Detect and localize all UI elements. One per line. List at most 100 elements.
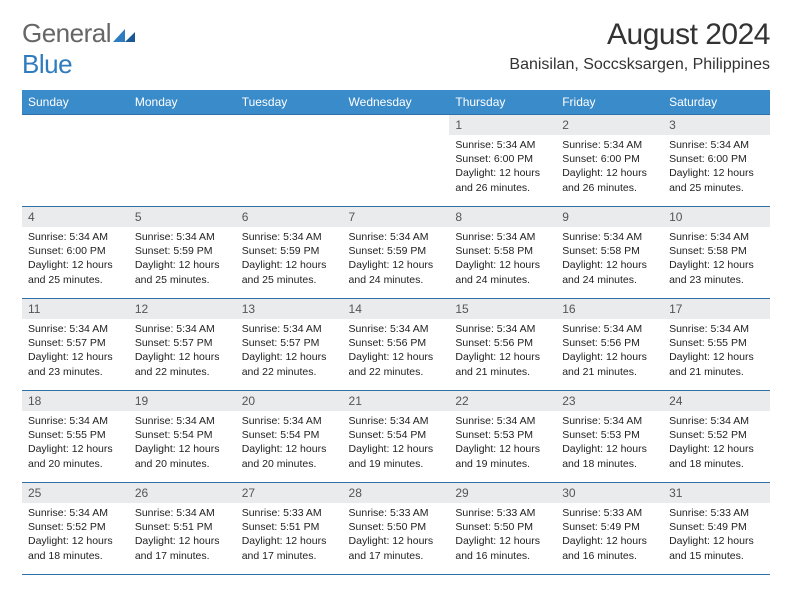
day-content: Sunrise: 5:34 AMSunset: 5:58 PMDaylight:…	[449, 227, 556, 291]
day-number: 29	[449, 483, 556, 503]
calendar-day-cell: 10Sunrise: 5:34 AMSunset: 5:58 PMDayligh…	[663, 207, 770, 299]
day-content: Sunrise: 5:33 AMSunset: 5:51 PMDaylight:…	[236, 503, 343, 567]
day-header: Saturday	[663, 90, 770, 115]
calendar-day-cell: 4Sunrise: 5:34 AMSunset: 6:00 PMDaylight…	[22, 207, 129, 299]
day-header: Monday	[129, 90, 236, 115]
calendar-day-cell: 7Sunrise: 5:34 AMSunset: 5:59 PMDaylight…	[343, 207, 450, 299]
day-content: Sunrise: 5:34 AMSunset: 5:55 PMDaylight:…	[22, 411, 129, 475]
calendar-day-cell: 29Sunrise: 5:33 AMSunset: 5:50 PMDayligh…	[449, 483, 556, 575]
day-number: 19	[129, 391, 236, 411]
calendar-day-cell: 6Sunrise: 5:34 AMSunset: 5:59 PMDaylight…	[236, 207, 343, 299]
calendar-week-row: 4Sunrise: 5:34 AMSunset: 6:00 PMDaylight…	[22, 207, 770, 299]
day-number: 27	[236, 483, 343, 503]
logo-text-general: General	[22, 18, 111, 48]
calendar-day-cell: 23Sunrise: 5:34 AMSunset: 5:53 PMDayligh…	[556, 391, 663, 483]
calendar-week-row: 18Sunrise: 5:34 AMSunset: 5:55 PMDayligh…	[22, 391, 770, 483]
page-title: August 2024	[509, 18, 770, 52]
day-number: 7	[343, 207, 450, 227]
day-content: Sunrise: 5:34 AMSunset: 5:58 PMDaylight:…	[663, 227, 770, 291]
calendar-week-row: 25Sunrise: 5:34 AMSunset: 5:52 PMDayligh…	[22, 483, 770, 575]
day-number: 16	[556, 299, 663, 319]
day-content: Sunrise: 5:34 AMSunset: 6:00 PMDaylight:…	[663, 135, 770, 199]
day-content: Sunrise: 5:34 AMSunset: 5:53 PMDaylight:…	[556, 411, 663, 475]
day-number: 13	[236, 299, 343, 319]
day-content: Sunrise: 5:34 AMSunset: 6:00 PMDaylight:…	[22, 227, 129, 291]
day-number: 2	[556, 115, 663, 135]
calendar-day-cell: 20Sunrise: 5:34 AMSunset: 5:54 PMDayligh…	[236, 391, 343, 483]
day-content: Sunrise: 5:33 AMSunset: 5:50 PMDaylight:…	[449, 503, 556, 567]
calendar-day-cell: 9Sunrise: 5:34 AMSunset: 5:58 PMDaylight…	[556, 207, 663, 299]
day-content: Sunrise: 5:34 AMSunset: 5:59 PMDaylight:…	[343, 227, 450, 291]
calendar-day-cell	[236, 115, 343, 207]
day-content: Sunrise: 5:33 AMSunset: 5:50 PMDaylight:…	[343, 503, 450, 567]
day-header: Wednesday	[343, 90, 450, 115]
header: General Blue August 2024 Banisilan, Socc…	[22, 18, 770, 80]
calendar-week-row: 11Sunrise: 5:34 AMSunset: 5:57 PMDayligh…	[22, 299, 770, 391]
day-number: 14	[343, 299, 450, 319]
calendar-table: SundayMondayTuesdayWednesdayThursdayFrid…	[22, 90, 770, 575]
day-content: Sunrise: 5:33 AMSunset: 5:49 PMDaylight:…	[663, 503, 770, 567]
day-content: Sunrise: 5:34 AMSunset: 5:53 PMDaylight:…	[449, 411, 556, 475]
day-content: Sunrise: 5:34 AMSunset: 5:57 PMDaylight:…	[129, 319, 236, 383]
day-content: Sunrise: 5:34 AMSunset: 5:58 PMDaylight:…	[556, 227, 663, 291]
day-number: 18	[22, 391, 129, 411]
day-number: 12	[129, 299, 236, 319]
day-content: Sunrise: 5:34 AMSunset: 5:59 PMDaylight:…	[129, 227, 236, 291]
day-content: Sunrise: 5:34 AMSunset: 5:57 PMDaylight:…	[22, 319, 129, 383]
day-number: 17	[663, 299, 770, 319]
calendar-day-cell: 3Sunrise: 5:34 AMSunset: 6:00 PMDaylight…	[663, 115, 770, 207]
calendar-day-cell: 31Sunrise: 5:33 AMSunset: 5:49 PMDayligh…	[663, 483, 770, 575]
calendar-day-cell: 15Sunrise: 5:34 AMSunset: 5:56 PMDayligh…	[449, 299, 556, 391]
day-content: Sunrise: 5:34 AMSunset: 5:52 PMDaylight:…	[22, 503, 129, 567]
calendar-day-cell: 16Sunrise: 5:34 AMSunset: 5:56 PMDayligh…	[556, 299, 663, 391]
day-content: Sunrise: 5:33 AMSunset: 5:49 PMDaylight:…	[556, 503, 663, 567]
day-header: Tuesday	[236, 90, 343, 115]
day-content: Sunrise: 5:34 AMSunset: 6:00 PMDaylight:…	[449, 135, 556, 199]
calendar-day-cell: 18Sunrise: 5:34 AMSunset: 5:55 PMDayligh…	[22, 391, 129, 483]
calendar-day-cell: 28Sunrise: 5:33 AMSunset: 5:50 PMDayligh…	[343, 483, 450, 575]
calendar-day-cell: 13Sunrise: 5:34 AMSunset: 5:57 PMDayligh…	[236, 299, 343, 391]
day-number: 21	[343, 391, 450, 411]
calendar-day-cell: 14Sunrise: 5:34 AMSunset: 5:56 PMDayligh…	[343, 299, 450, 391]
calendar-day-cell: 24Sunrise: 5:34 AMSunset: 5:52 PMDayligh…	[663, 391, 770, 483]
logo-text-blue: Blue	[22, 49, 72, 79]
day-header-row: SundayMondayTuesdayWednesdayThursdayFrid…	[22, 90, 770, 115]
day-content: Sunrise: 5:34 AMSunset: 5:56 PMDaylight:…	[343, 319, 450, 383]
location-subtitle: Banisilan, Soccsksargen, Philippines	[509, 56, 770, 74]
day-number: 22	[449, 391, 556, 411]
calendar-day-cell	[22, 115, 129, 207]
day-number: 1	[449, 115, 556, 135]
calendar-day-cell	[129, 115, 236, 207]
calendar-day-cell	[343, 115, 450, 207]
calendar-day-cell: 22Sunrise: 5:34 AMSunset: 5:53 PMDayligh…	[449, 391, 556, 483]
calendar-day-cell: 17Sunrise: 5:34 AMSunset: 5:55 PMDayligh…	[663, 299, 770, 391]
day-number: 3	[663, 115, 770, 135]
day-header: Sunday	[22, 90, 129, 115]
calendar-body: 1Sunrise: 5:34 AMSunset: 6:00 PMDaylight…	[22, 115, 770, 575]
calendar-day-cell: 30Sunrise: 5:33 AMSunset: 5:49 PMDayligh…	[556, 483, 663, 575]
day-content: Sunrise: 5:34 AMSunset: 5:54 PMDaylight:…	[129, 411, 236, 475]
day-content: Sunrise: 5:34 AMSunset: 5:56 PMDaylight:…	[449, 319, 556, 383]
day-number: 15	[449, 299, 556, 319]
day-number: 31	[663, 483, 770, 503]
day-header: Friday	[556, 90, 663, 115]
calendar-day-cell: 21Sunrise: 5:34 AMSunset: 5:54 PMDayligh…	[343, 391, 450, 483]
day-number: 24	[663, 391, 770, 411]
day-content: Sunrise: 5:34 AMSunset: 5:56 PMDaylight:…	[556, 319, 663, 383]
day-content: Sunrise: 5:34 AMSunset: 5:54 PMDaylight:…	[343, 411, 450, 475]
calendar-day-cell: 12Sunrise: 5:34 AMSunset: 5:57 PMDayligh…	[129, 299, 236, 391]
calendar-day-cell: 1Sunrise: 5:34 AMSunset: 6:00 PMDaylight…	[449, 115, 556, 207]
title-block: August 2024 Banisilan, Soccsksargen, Phi…	[509, 18, 770, 74]
day-number: 20	[236, 391, 343, 411]
day-header: Thursday	[449, 90, 556, 115]
day-number: 26	[129, 483, 236, 503]
calendar-week-row: 1Sunrise: 5:34 AMSunset: 6:00 PMDaylight…	[22, 115, 770, 207]
day-number: 23	[556, 391, 663, 411]
calendar-day-cell: 5Sunrise: 5:34 AMSunset: 5:59 PMDaylight…	[129, 207, 236, 299]
day-content: Sunrise: 5:34 AMSunset: 5:57 PMDaylight:…	[236, 319, 343, 383]
day-number: 5	[129, 207, 236, 227]
day-number: 6	[236, 207, 343, 227]
day-number: 28	[343, 483, 450, 503]
day-content: Sunrise: 5:34 AMSunset: 6:00 PMDaylight:…	[556, 135, 663, 199]
calendar-day-cell: 26Sunrise: 5:34 AMSunset: 5:51 PMDayligh…	[129, 483, 236, 575]
